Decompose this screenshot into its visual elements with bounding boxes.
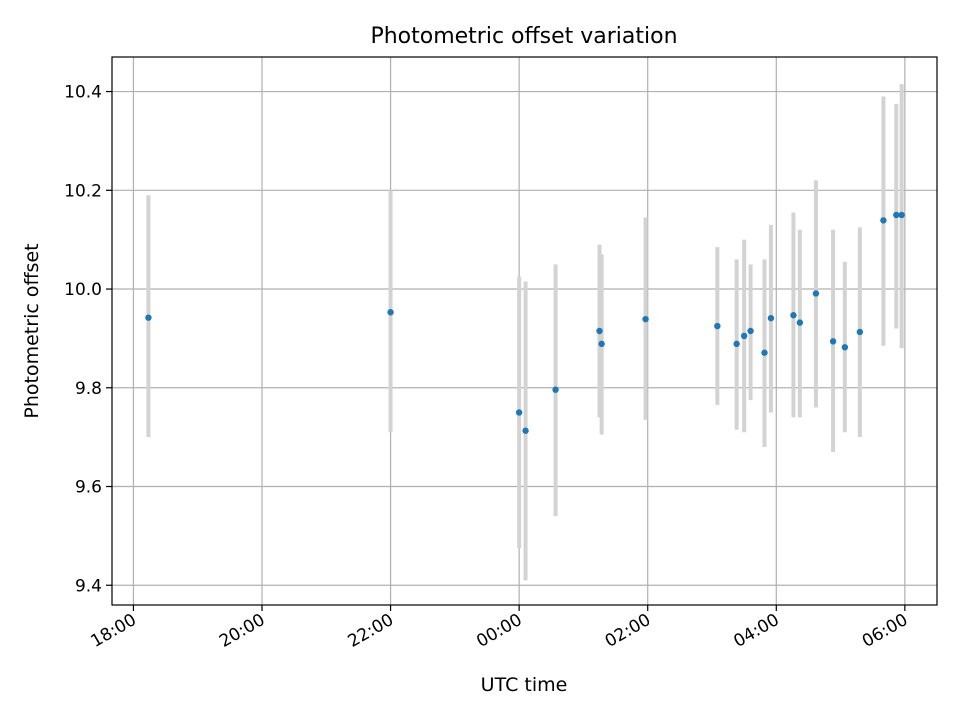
data-point [796, 319, 804, 326]
x-tick-label: 02:00 [602, 610, 654, 652]
data-point [880, 217, 887, 224]
data-point [515, 409, 523, 416]
data-point [642, 315, 649, 323]
data-point [596, 327, 603, 335]
x-tick-label: 06:00 [859, 610, 911, 652]
data-point [387, 309, 394, 316]
y-tick-label: 9.4 [75, 576, 102, 596]
data-point [841, 344, 849, 351]
plot-area-frame [111, 56, 938, 606]
data-point [898, 211, 905, 219]
data-point [893, 211, 900, 219]
data-point [522, 427, 529, 434]
data-points [145, 211, 905, 434]
x-axis-ticks: 18:00 20:00 22:00 00:00 02:00 04:00 06:00 [87, 605, 911, 652]
y-tick-label: 10.4 [64, 83, 102, 103]
x-tick-label: 20:00 [216, 610, 268, 652]
data-point [598, 340, 605, 348]
data-point [829, 338, 837, 345]
chart-title: Photometric offset variation [370, 24, 677, 49]
y-tick-label: 9.6 [75, 478, 102, 498]
x-tick-label: 04:00 [730, 610, 782, 652]
y-axis-ticks: 9.4 9.6 9.8 10.0 10.2 10.4 [64, 83, 112, 596]
x-tick-label: 22:00 [345, 610, 397, 652]
data-point [145, 314, 152, 321]
data-point [812, 290, 820, 297]
data-point [790, 312, 797, 319]
data-point [740, 332, 748, 340]
y-tick-label: 9.8 [75, 379, 102, 399]
data-point [761, 349, 768, 356]
y-tick-label: 10.2 [64, 181, 102, 201]
x-axis-label: UTC time [481, 674, 568, 696]
y-tick-label: 10.0 [64, 280, 102, 300]
x-tick-label: 00:00 [473, 610, 525, 652]
data-point [747, 327, 754, 335]
data-point [733, 340, 740, 348]
data-point [552, 386, 559, 393]
x-tick-label: 18:00 [87, 610, 139, 652]
data-point [714, 322, 721, 330]
y-axis-label: Photometric offset [21, 243, 43, 418]
data-point [767, 314, 775, 322]
data-point [856, 328, 864, 336]
